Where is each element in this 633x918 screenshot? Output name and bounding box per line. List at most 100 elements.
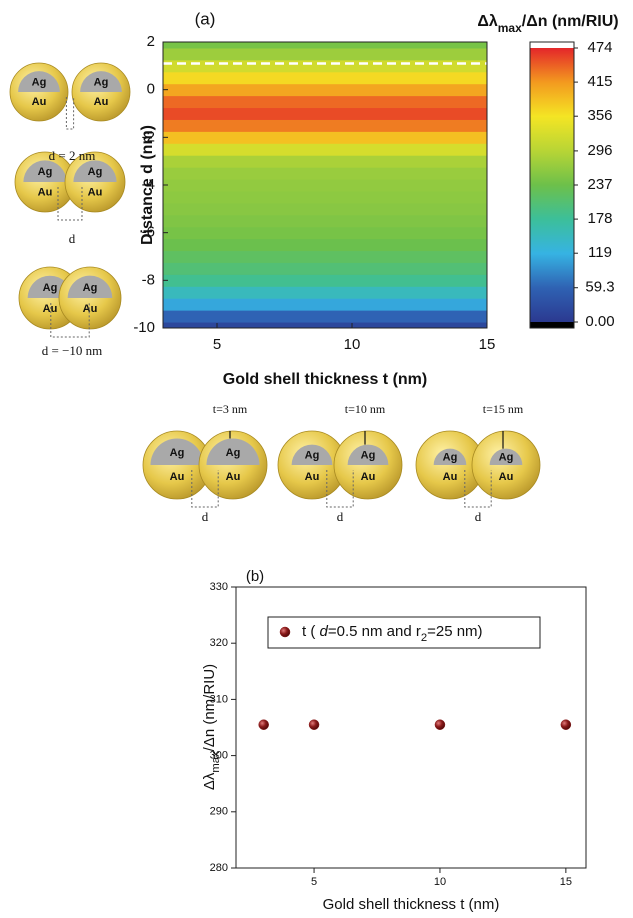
heatmap-cell [163, 322, 487, 328]
heatmap-cell [163, 42, 487, 49]
shell-label: Au [361, 471, 376, 483]
y-tick-label: 2 [147, 33, 155, 50]
y-tick-label: -4 [142, 176, 155, 193]
core-label: Ag [443, 452, 458, 464]
colorbar-tick-label: 415 [587, 73, 612, 90]
shell-label: Au [170, 471, 185, 483]
core-label: Ag [361, 450, 376, 462]
heatmap-cell [163, 190, 487, 204]
silver-core [150, 438, 204, 465]
label-part: =0.5 nm and r [328, 623, 421, 640]
label-part: =25 nm) [427, 623, 482, 640]
distance-label: d [202, 509, 209, 524]
heatmap-cell [163, 59, 487, 73]
gap-bracket [326, 470, 354, 508]
nanoparticle-dimer: Ag Au Ag Au [415, 430, 541, 508]
silver-core [433, 448, 467, 465]
core-label: Ag [88, 166, 103, 178]
legend-label: t ( d=0.5 nm and r2=25 nm) [302, 623, 483, 644]
shell-label: Au [43, 303, 58, 315]
data-point [308, 719, 320, 730]
colorbar-tick-label: 356 [587, 107, 612, 124]
heatmap [163, 42, 487, 328]
heatmap-cell [163, 143, 487, 156]
nanoparticle-dimer: Ag Au Ag Au [142, 430, 268, 508]
silver-core [347, 444, 389, 465]
gap-bracket [65, 97, 75, 130]
x-axis-label: Gold shell thickness t (nm) [323, 896, 500, 913]
core-label: Ag [170, 447, 185, 459]
thickness-label: t=10 nm [345, 402, 386, 416]
colorbar-over [530, 42, 574, 48]
heatmap-cell [163, 286, 487, 299]
y-tick-label: -2 [142, 128, 155, 145]
distance-label: d [69, 231, 76, 246]
label-part: d [320, 623, 329, 640]
heatmap-cell [163, 107, 487, 120]
heatmap-cell [163, 238, 487, 252]
y-tick-label: -10 [133, 319, 155, 336]
colorbar-tick-label: 178 [587, 210, 612, 227]
silver-core [67, 275, 113, 298]
plot-frame [235, 586, 587, 869]
colorbar-tick-label: 59.3 [585, 279, 614, 296]
heatmap-cell [163, 250, 487, 263]
gap-bracket [50, 303, 90, 338]
label-part: /Δn (nm/RIU) [201, 664, 218, 752]
colorbar [530, 48, 574, 322]
distance-label: d [475, 509, 482, 524]
heatmap-cell [163, 83, 487, 97]
y-axis-label: Distance d (nm) [139, 125, 156, 245]
silver-core [489, 448, 523, 465]
heatmap-cell [163, 298, 487, 311]
shell-label: Au [38, 186, 53, 198]
gap-bracket [191, 470, 219, 508]
y-tick-label: 320 [210, 637, 228, 649]
silver-core [80, 71, 122, 92]
core-label: Ag [94, 77, 109, 89]
gap-bracket [57, 187, 83, 221]
y-tick-label: -8 [142, 271, 155, 288]
chart-title: (a) [195, 9, 216, 28]
shell-label: Au [88, 186, 103, 198]
y-tick-label: 330 [210, 581, 228, 593]
colorbar-tick-label: 237 [587, 176, 612, 193]
heatmap-cell [163, 226, 487, 240]
shell-label: Au [94, 96, 109, 108]
colorbar-title: Δλmax/Δn (nm/RIU) [477, 13, 618, 35]
heatmap-cell [163, 155, 487, 168]
y-tick-label: 0 [147, 81, 155, 98]
x-tick-label: 5 [311, 876, 317, 888]
shell-label: Au [499, 471, 514, 483]
heatmap-cell [163, 274, 487, 287]
heatmap-cell [163, 119, 487, 132]
heatmap-cell [163, 47, 487, 61]
silver-core [73, 160, 117, 182]
y-tick-label: -6 [142, 224, 155, 241]
y-tick-label: 300 [210, 750, 228, 762]
x-tick-label: 15 [479, 336, 496, 353]
distance-label: d = 2 nm [49, 148, 96, 163]
core-label: Ag [32, 77, 47, 89]
core-label: Ag [305, 450, 320, 462]
core-label: Ag [226, 447, 241, 459]
distance-label: d = −10 nm [42, 343, 103, 358]
heatmap-cell [163, 71, 487, 85]
core-label: Ag [499, 452, 514, 464]
label-part: max [498, 21, 522, 35]
colorbar-tick-label: 296 [587, 142, 612, 159]
core-label: Ag [38, 166, 53, 178]
nanoparticle-dimer: Ag Au Ag Au [14, 151, 126, 221]
label-part: Δλ [477, 13, 498, 30]
y-axis-label: Δλmax/Δn (nm/RIU) [201, 664, 222, 790]
shell-label: Au [32, 96, 47, 108]
label-part: t ( [302, 623, 320, 640]
heatmap-cell [163, 214, 487, 228]
y-tick-label: 290 [210, 806, 228, 818]
heatmap-cell [163, 179, 487, 192]
heatmap-cell [163, 131, 487, 144]
data-point [560, 719, 572, 730]
shell-label: Au [83, 303, 98, 315]
colorbar-under [530, 322, 574, 328]
